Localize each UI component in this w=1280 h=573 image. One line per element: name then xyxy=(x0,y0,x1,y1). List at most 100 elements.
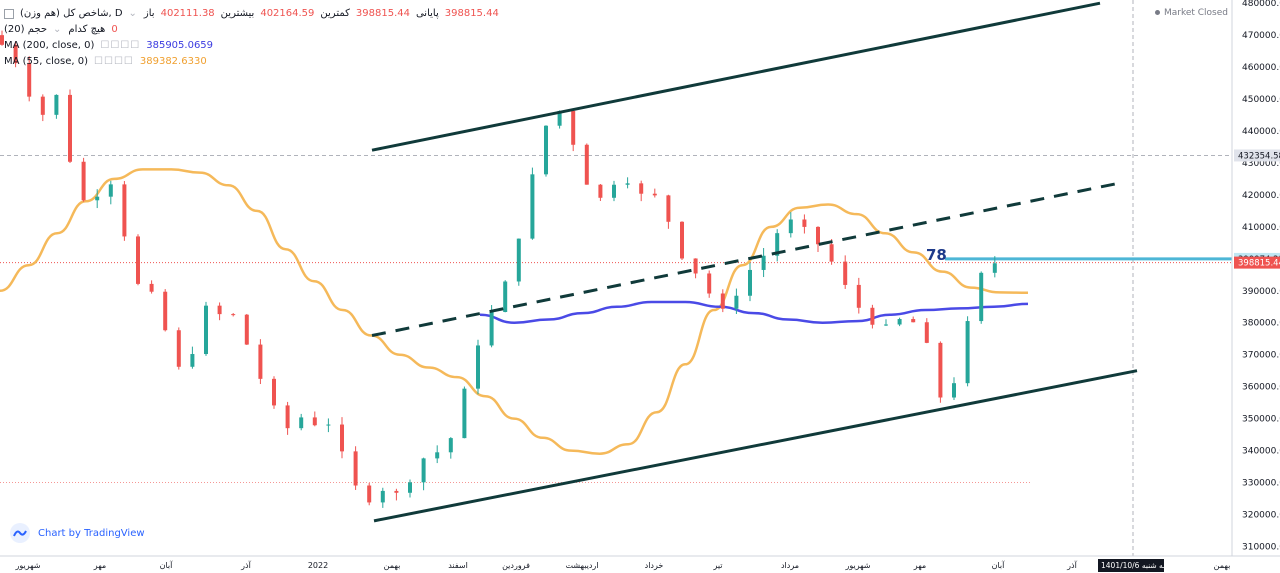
price-label-text: 432354.58 xyxy=(1238,151,1280,161)
candle-body xyxy=(68,94,72,162)
candle-body xyxy=(965,321,970,384)
status-dot-icon xyxy=(1154,10,1160,15)
price-tick-label: 370000.00 xyxy=(1242,351,1280,361)
collapse-icon[interactable] xyxy=(4,9,14,19)
candle-body xyxy=(272,378,276,406)
legend-ma55-value: 389382.6330 xyxy=(139,56,207,67)
legend-volume-row: حجم (20) ⌄ هیچ کدام 0 xyxy=(4,22,499,38)
price-axis[interactable]: 310000.00 320000.00 330000.00 340000.00 3500… xyxy=(1231,0,1280,556)
candle-body xyxy=(81,161,86,201)
candle-body xyxy=(829,244,834,262)
price-tick-label: 330000.00 xyxy=(1242,479,1280,489)
candle-body xyxy=(992,263,997,273)
candle-body xyxy=(285,405,290,429)
moving-average-lines xyxy=(0,168,1029,455)
price-tick-label: 430000.00 xyxy=(1242,159,1280,169)
candle-body xyxy=(938,342,943,398)
candle-body xyxy=(136,236,140,284)
price-tick-label: 450000.00 xyxy=(1242,95,1280,105)
legend-close-label: پایانی xyxy=(415,8,439,19)
candle-body xyxy=(897,319,902,325)
candle-body xyxy=(952,383,956,398)
candle-body xyxy=(666,195,671,222)
chart-legend: شاخص کل (هم وزن), D ⌄ باز 402111.38 بیشت… xyxy=(4,6,499,70)
candle-body xyxy=(680,221,684,259)
time-tick-label: آذر xyxy=(1066,560,1077,570)
time-tick-label: آذر xyxy=(240,560,251,570)
legend-ma55-label[interactable]: MA (55, close, 0) xyxy=(4,56,89,67)
legend-ohlc-row: شاخص کل (هم وزن), D ⌄ باز 402111.38 بیشت… xyxy=(4,6,499,22)
candle-body xyxy=(924,322,929,343)
channel-lower-line[interactable] xyxy=(373,369,1138,523)
candle-body xyxy=(448,438,453,453)
time-tick-label: اردیبهشت xyxy=(566,561,599,570)
tradingview-logo-icon xyxy=(10,523,30,543)
candle-body xyxy=(530,174,535,239)
candle-body xyxy=(856,284,861,308)
price-tick-label: 420000.00 xyxy=(1242,191,1280,201)
ma55-line xyxy=(0,168,1029,455)
candle-body xyxy=(720,293,725,309)
candle-body xyxy=(299,417,304,429)
candle-body xyxy=(693,258,698,274)
legend-ma55-row: MA (55, close, 0) ☐☐☐☐ 389382.6330 xyxy=(4,54,499,70)
candle-body xyxy=(612,184,616,198)
candle-body xyxy=(326,424,331,426)
price-tick-label: 470000.00 xyxy=(1242,31,1280,41)
time-tick-label: خرداد xyxy=(645,561,664,570)
legend-open-label: باز xyxy=(143,8,155,19)
price-tick-label: 360000.00 xyxy=(1242,383,1280,393)
candle-body xyxy=(544,125,548,175)
candle-body xyxy=(312,417,317,426)
chevron-down-icon[interactable]: ⌄ xyxy=(53,24,63,35)
legend-volume-label[interactable]: حجم (20) xyxy=(4,24,48,35)
candle-body xyxy=(870,307,875,325)
indicator-controls-icon[interactable]: ☐☐☐☐ xyxy=(100,40,141,51)
candle-body xyxy=(435,452,440,459)
candle-body xyxy=(503,281,508,312)
chevron-down-icon[interactable]: ⌄ xyxy=(128,8,138,19)
branding-text: Chart by TradingView xyxy=(38,527,145,539)
legend-ma200-label[interactable]: MA (200, close, 0) xyxy=(4,40,95,51)
price-tick-label: 340000.00 xyxy=(1242,447,1280,457)
candle-body xyxy=(571,110,576,145)
legend-symbol[interactable]: شاخص کل (هم وزن), D xyxy=(20,8,123,19)
candle-body xyxy=(13,44,18,64)
time-tick-label: بهمن xyxy=(1214,561,1231,570)
price-tick-label: 310000.00 xyxy=(1242,542,1280,552)
candle-body xyxy=(54,94,59,115)
price-label-text: 398815.44 xyxy=(1238,259,1280,269)
trend-channel[interactable] xyxy=(371,1,1138,523)
time-tick-label: بهمن xyxy=(384,561,401,570)
time-axis[interactable]: شهریور مهر آبان آذر 2022 بهمن اسفند فروردین اردی… xyxy=(0,555,1280,572)
indicator-controls-icon[interactable]: ☐☐☐☐ xyxy=(94,56,134,67)
legend-high-value: 402164.59 xyxy=(260,8,315,19)
candle-body xyxy=(625,183,630,185)
time-tick-label: تیر xyxy=(712,561,722,570)
time-tick-label: مهر xyxy=(93,561,106,570)
channel-mid-line[interactable] xyxy=(371,180,1125,337)
candle-body xyxy=(367,485,372,503)
time-tick-label: اسفند xyxy=(448,561,468,570)
candle-body xyxy=(231,314,236,316)
candle-body xyxy=(802,219,807,227)
candle-body xyxy=(190,354,195,367)
legend-open-value: 402111.38 xyxy=(160,8,215,19)
legend-close-value: 398815.44 xyxy=(444,8,499,19)
legend-low-value: 398815.44 xyxy=(355,8,410,19)
candle-body xyxy=(340,424,344,452)
candle-body xyxy=(598,184,603,198)
horizontal-lines xyxy=(0,154,1232,484)
tradingview-branding[interactable]: Chart by TradingView xyxy=(10,523,145,543)
price-tick-label: 320000.00 xyxy=(1242,510,1280,520)
candle-body xyxy=(761,255,766,270)
price-tick-label: 390000.00 xyxy=(1242,287,1280,297)
annotation-78[interactable]: 78 xyxy=(926,246,947,264)
candle-body xyxy=(204,305,208,355)
candle-body xyxy=(0,35,4,45)
time-tick-label: 2022 xyxy=(308,561,328,570)
legend-low-label: کمترین xyxy=(320,8,350,19)
annotation-label: 78 xyxy=(926,246,947,264)
channel-upper-line[interactable] xyxy=(371,1,1101,152)
